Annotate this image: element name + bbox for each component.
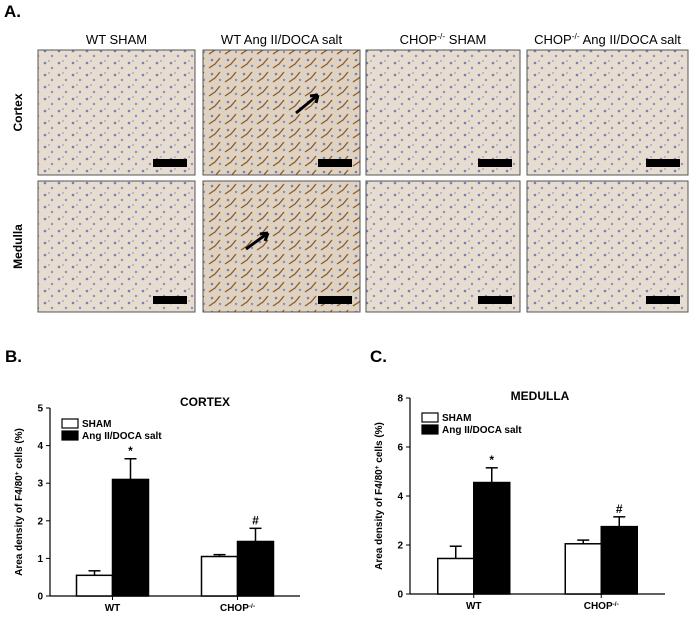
- column-header-part: Ang II/DOCA salt: [580, 32, 682, 47]
- legend-swatch: [61, 418, 79, 429]
- legend-label: SHAM: [82, 419, 111, 430]
- annotation: #: [616, 502, 623, 516]
- scale-bar: [478, 159, 512, 167]
- arrow: [245, 231, 270, 251]
- chart-title: MEDULLA: [511, 389, 570, 403]
- micrograph: [365, 49, 521, 176]
- x-tick-label-part: CHOP: [220, 603, 249, 614]
- bar: [200, 555, 239, 597]
- micrographs: [37, 49, 689, 313]
- micrograph: [37, 49, 196, 176]
- y-axis-label-part: cells (%): [14, 428, 25, 471]
- legend-swatch: [421, 412, 439, 423]
- scale-bar: [646, 296, 680, 304]
- column-header: WT Ang II/DOCA salt: [221, 32, 343, 47]
- scale-bar: [646, 159, 680, 167]
- column-header: CHOP-/- Ang II/DOCA salt: [534, 31, 681, 47]
- bar: [75, 574, 114, 597]
- legend-swatch: [61, 430, 79, 441]
- y-axis-label-part: cells (%): [374, 422, 385, 465]
- scale-bar: [318, 296, 352, 304]
- column-header-part: WT Ang II/DOCA salt: [221, 32, 343, 47]
- annotation: #: [252, 513, 259, 527]
- micrograph: [202, 180, 361, 313]
- micrograph: [365, 180, 521, 313]
- micrograph: [526, 180, 689, 313]
- panel-label: B.: [5, 347, 22, 366]
- x-tick-label-part: -/-: [249, 603, 255, 610]
- x-tick-label: WT: [105, 603, 121, 614]
- column-header-part: CHOP: [400, 32, 438, 47]
- y-tick-label: 4: [397, 492, 403, 503]
- x-tick-label-part: WT: [105, 603, 121, 614]
- scale-bar: [153, 159, 187, 167]
- panel-label: C.: [370, 347, 387, 366]
- y-tick-label: 4: [37, 441, 43, 452]
- micrograph: [37, 180, 196, 313]
- y-axis-label-part: +: [374, 465, 381, 469]
- y-tick-label: 0: [37, 592, 43, 603]
- scale-bar: [153, 296, 187, 304]
- column-header: WT SHAM: [86, 32, 147, 47]
- bar: [564, 543, 602, 595]
- arrow: [295, 93, 320, 115]
- panel-label: A.: [4, 2, 21, 21]
- y-axis-label-part: +: [14, 471, 21, 475]
- y-axis-label: Area density of F4/80+ cells (%): [374, 422, 386, 570]
- legend-label: SHAM: [442, 413, 471, 424]
- y-axis-label-part: Area density of F4/80: [14, 475, 25, 576]
- bar: [473, 481, 511, 595]
- y-tick-label: 5: [37, 404, 43, 415]
- y-tick-label: 2: [397, 541, 403, 552]
- legend-swatch: [421, 424, 439, 435]
- column-header-part: SHAM: [445, 32, 486, 47]
- y-tick-label: 2: [37, 516, 43, 527]
- legend-label: Ang II/DOCA salt: [442, 425, 522, 436]
- y-axis-label-part: Area density of F4/80: [374, 469, 385, 570]
- bar: [437, 557, 475, 595]
- row-label: Medulla: [11, 224, 25, 269]
- bar: [111, 478, 150, 597]
- column-header: CHOP-/- SHAM: [400, 31, 487, 47]
- annotation: *: [128, 444, 133, 458]
- bar: [236, 540, 275, 597]
- x-tick-label: CHOP-/-: [220, 603, 255, 615]
- legend-label: Ang II/DOCA salt: [82, 431, 162, 442]
- scale-bar: [478, 296, 512, 304]
- bar: [600, 525, 638, 595]
- scale-bar: [318, 159, 352, 167]
- row-label: Cortex: [11, 93, 25, 131]
- column-header-part: CHOP: [534, 32, 572, 47]
- y-tick-label: 3: [37, 479, 43, 490]
- y-tick-label: 1: [37, 554, 43, 565]
- column-header-part: WT SHAM: [86, 32, 147, 47]
- column-header-part: -/-: [437, 31, 445, 41]
- x-tick-label-part: CHOP: [584, 601, 613, 612]
- y-tick-label: 6: [397, 443, 403, 454]
- y-axis-label: Area density of F4/80+ cells (%): [14, 428, 26, 576]
- y-tick-label: 8: [397, 394, 403, 405]
- chart-title: CORTEX: [180, 395, 230, 409]
- x-tick-label: WT: [466, 601, 482, 612]
- micrograph: [526, 49, 689, 176]
- x-tick-label: CHOP-/-: [584, 601, 619, 613]
- y-tick-label: 0: [397, 590, 403, 601]
- micrograph: [202, 49, 361, 176]
- x-tick-label-part: -/-: [613, 601, 619, 608]
- annotation: *: [489, 453, 494, 467]
- x-tick-label-part: WT: [466, 601, 482, 612]
- column-header-part: -/-: [572, 31, 580, 41]
